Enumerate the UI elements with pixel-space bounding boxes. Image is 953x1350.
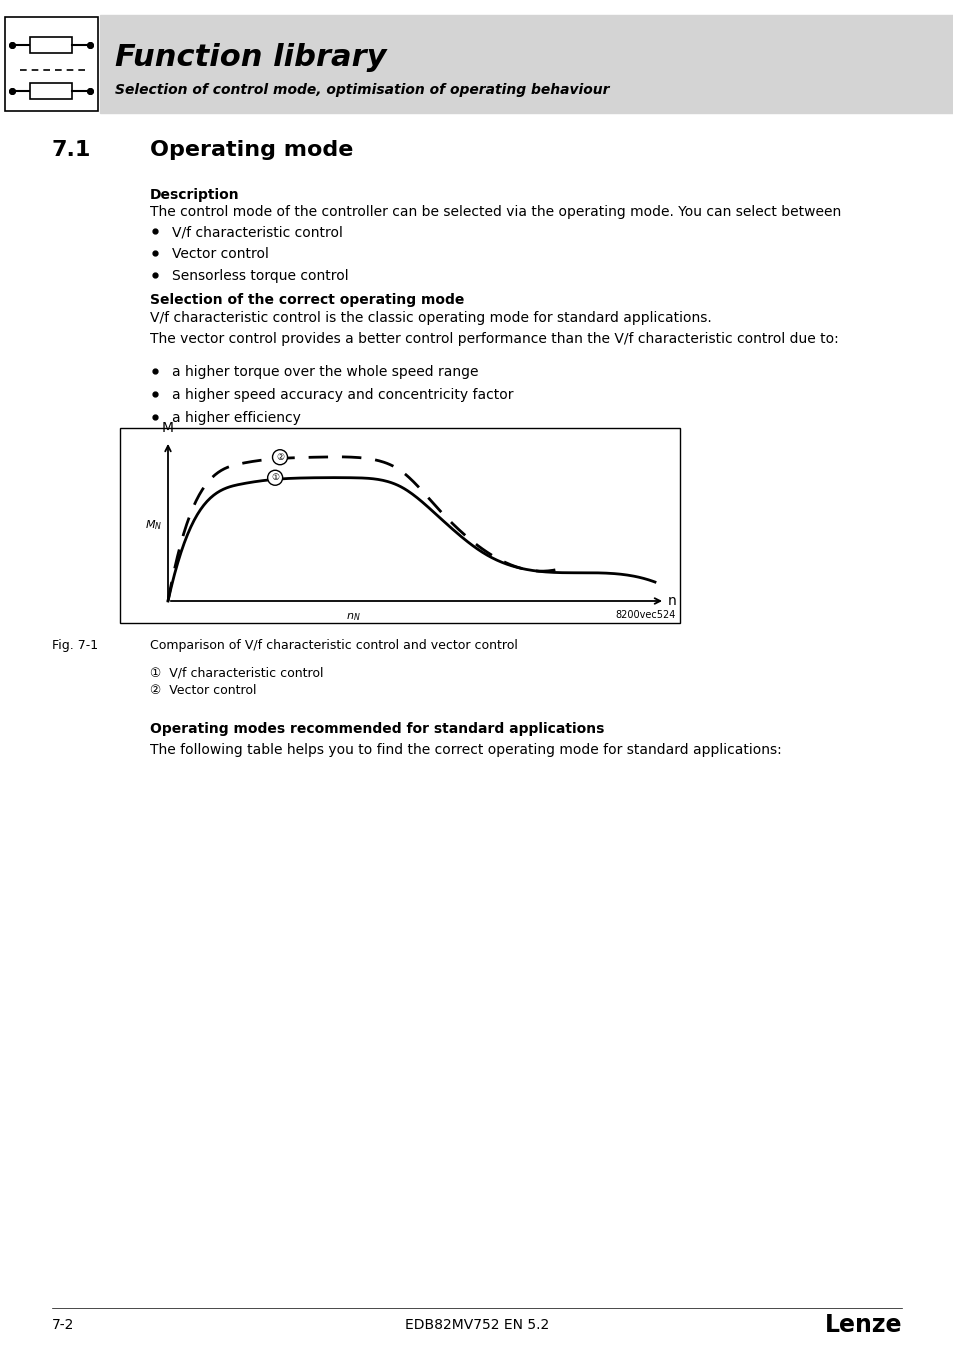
Text: Comparison of V/f characteristic control and vector control: Comparison of V/f characteristic control…	[150, 639, 517, 652]
Text: Selection of control mode, optimisation of operating behaviour: Selection of control mode, optimisation …	[115, 82, 609, 97]
Text: V/f characteristic control: V/f characteristic control	[172, 225, 342, 239]
Text: a higher efficiency: a higher efficiency	[172, 410, 300, 425]
Text: 7-2: 7-2	[52, 1318, 74, 1332]
Circle shape	[273, 450, 287, 464]
Text: Lenze: Lenze	[823, 1314, 901, 1336]
Text: Selection of the correct operating mode: Selection of the correct operating mode	[150, 293, 464, 306]
Text: ①  V/f characteristic control: ① V/f characteristic control	[150, 667, 323, 680]
Text: $n_N$: $n_N$	[345, 612, 360, 622]
Text: 7.1: 7.1	[52, 140, 91, 161]
Text: Function library: Function library	[115, 42, 386, 72]
Bar	[5, 18, 98, 111]
Text: EDB82MV752 EN 5.2: EDB82MV752 EN 5.2	[404, 1318, 549, 1332]
Text: The control mode of the controller can be selected via the operating mode. You c: The control mode of the controller can b…	[150, 205, 841, 219]
Circle shape	[268, 470, 282, 485]
Text: 8200vec524: 8200vec524	[615, 610, 676, 620]
Text: M: M	[162, 421, 173, 435]
Text: Vector control: Vector control	[172, 247, 269, 261]
Text: The vector control provides a better control performance than the V/f characteri: The vector control provides a better con…	[150, 332, 838, 346]
Text: Fig. 7-1: Fig. 7-1	[52, 639, 98, 652]
Bar	[30, 36, 71, 53]
Text: V/f characteristic control is the classic operating mode for standard applicatio: V/f characteristic control is the classi…	[150, 310, 711, 325]
Text: Description: Description	[150, 188, 239, 202]
Text: The following table helps you to find the correct operating mode for standard ap: The following table helps you to find th…	[150, 743, 781, 757]
Text: a higher speed accuracy and concentricity factor: a higher speed accuracy and concentricit…	[172, 387, 513, 402]
Text: ①: ①	[271, 474, 279, 482]
Text: Operating modes recommended for standard applications: Operating modes recommended for standard…	[150, 722, 604, 736]
Bar	[120, 428, 679, 622]
Text: Sensorless torque control: Sensorless torque control	[172, 269, 348, 284]
Text: Operating mode: Operating mode	[150, 140, 353, 161]
Bar	[30, 82, 71, 99]
Text: ②: ②	[275, 452, 284, 462]
Bar	[100, 15, 953, 113]
Text: a higher torque over the whole speed range: a higher torque over the whole speed ran…	[172, 364, 478, 379]
Text: n: n	[667, 594, 676, 608]
Text: ②  Vector control: ② Vector control	[150, 684, 256, 697]
Text: $M_N$: $M_N$	[145, 518, 162, 532]
